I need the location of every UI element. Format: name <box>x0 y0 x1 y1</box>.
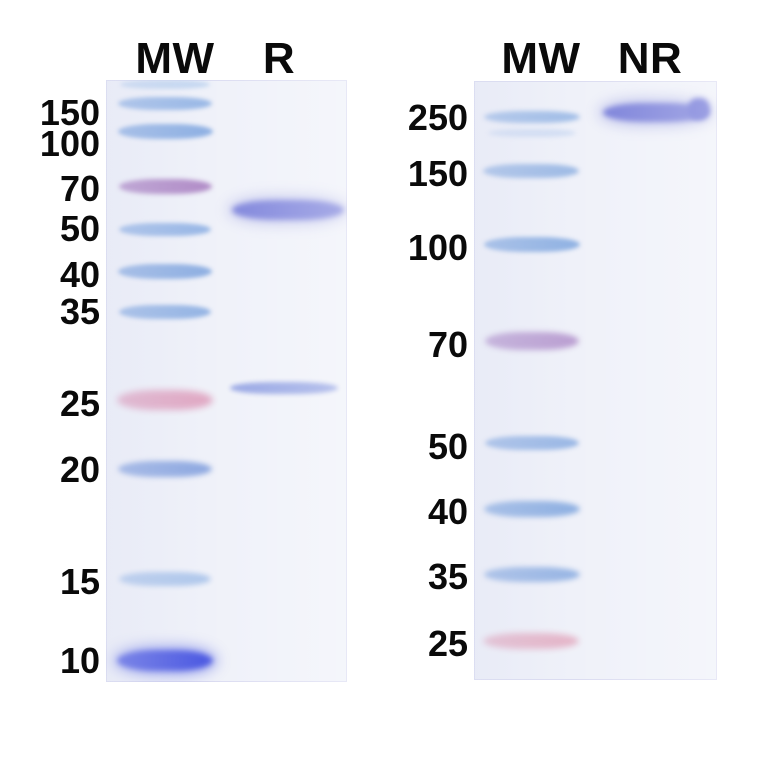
reduced-ladder-band-15 <box>119 572 211 586</box>
reduced-sample-column-header: R <box>262 34 296 83</box>
reduced-ladder-band-40 <box>118 263 212 279</box>
reduced-ladder-band-100 <box>118 123 213 139</box>
non-reduced-mw-label-150: 150 <box>407 153 468 194</box>
non-reduced-sample-column-header: NR <box>617 34 683 83</box>
reduced-ladder-band-10 <box>117 649 213 671</box>
non-reduced-ladder-band-250 <box>484 111 580 123</box>
reduced-ladder-band-25 <box>117 390 213 410</box>
non-reduced-mw-column-header: MW <box>501 34 581 83</box>
non-reduced-ladder-band-100 <box>484 236 580 252</box>
non-reduced-mw-label-35: 35 <box>427 556 468 597</box>
reduced-mw-label-150: 150 <box>39 92 100 133</box>
reduced-ladder-band-150 <box>118 96 212 110</box>
non-reduced-sample-band-intact-igg <box>603 102 709 122</box>
reduced-mw-label-50: 50 <box>59 208 100 249</box>
reduced-mw-label-100: 100 <box>39 123 100 164</box>
non-reduced-mw-label-50: 50 <box>427 426 468 467</box>
reduced-mw-label-15: 15 <box>59 561 100 602</box>
reduced-mw-label-35: 35 <box>59 291 100 332</box>
non-reduced-ladder-band-250-shadow <box>488 129 576 137</box>
reduced-mw-label-20: 20 <box>59 449 100 490</box>
non-reduced-ladder-band-70 <box>485 332 579 350</box>
non-reduced-ladder-band-150 <box>483 164 579 178</box>
reduced-mw-column-header: MW <box>135 34 215 83</box>
reduced-ladder-band-top-faint <box>120 80 210 89</box>
reduced-ladder-band-20 <box>118 461 212 477</box>
non-reduced-ladder-band-50 <box>485 436 579 450</box>
reduced-sample-band-light-chain <box>230 382 338 394</box>
non-reduced-mw-label-100: 100 <box>407 227 468 268</box>
non-reduced-mw-label-250: 250 <box>407 97 468 138</box>
non-reduced-sample-band-intact-igg-edge <box>688 98 710 120</box>
non-reduced-gel-surface <box>474 81 717 680</box>
reduced-ladder-band-70 <box>119 178 212 194</box>
reduced-mw-label-40: 40 <box>59 254 100 295</box>
non-reduced-mw-label-70: 70 <box>427 324 468 365</box>
reduced-ladder-band-35 <box>119 305 211 319</box>
reduced-sample-band-heavy-chain <box>232 200 344 220</box>
non-reduced-mw-label-40: 40 <box>427 491 468 532</box>
reduced-mw-label-10: 10 <box>59 640 100 681</box>
non-reduced-ladder-band-35 <box>484 566 580 582</box>
non-reduced-ladder-band-25 <box>483 633 579 649</box>
reduced-mw-label-25: 25 <box>59 383 100 424</box>
non-reduced-mw-label-25: 25 <box>427 623 468 664</box>
reduced-mw-label-70: 70 <box>59 168 100 209</box>
non-reduced-ladder-band-40 <box>484 501 580 517</box>
reduced-gel-surface <box>106 80 347 682</box>
reduced-ladder-band-50 <box>119 222 211 236</box>
